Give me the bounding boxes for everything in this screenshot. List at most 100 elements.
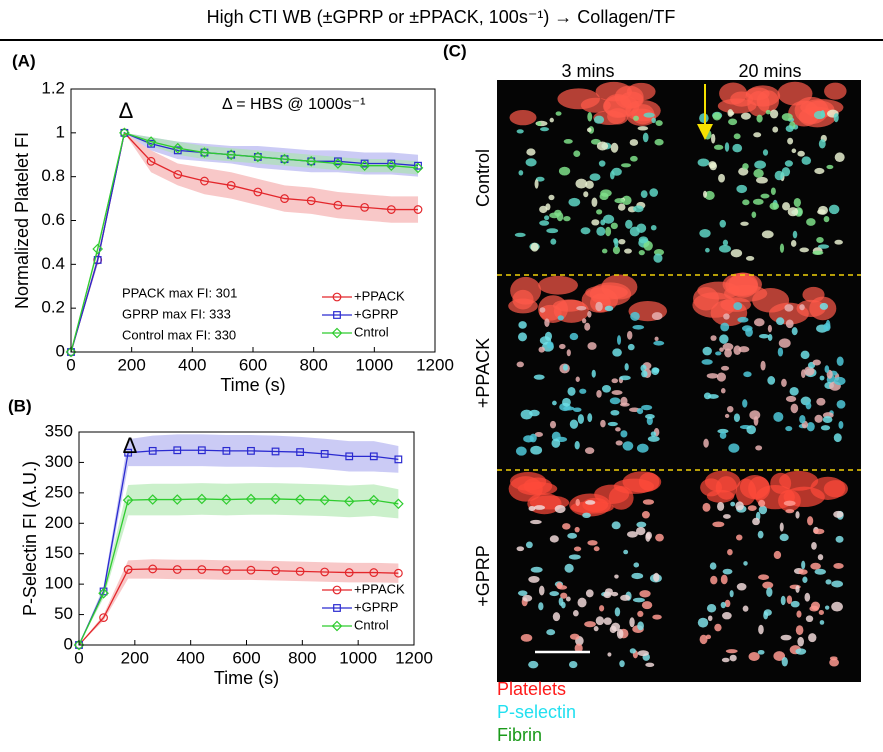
cell xyxy=(712,521,725,528)
marker xyxy=(414,161,422,170)
cell xyxy=(719,347,724,352)
cell xyxy=(752,198,764,205)
cell xyxy=(623,549,629,555)
cell xyxy=(631,572,644,580)
cell xyxy=(765,109,771,115)
cell xyxy=(763,611,769,620)
cell xyxy=(600,419,606,428)
cell xyxy=(580,227,591,235)
cell xyxy=(579,388,587,394)
cell-cluster xyxy=(706,489,735,503)
marker xyxy=(331,620,343,632)
cell xyxy=(729,590,734,598)
cell xyxy=(584,621,596,628)
marker xyxy=(332,292,342,302)
marker xyxy=(344,568,354,577)
cell xyxy=(720,601,726,609)
cell xyxy=(810,562,821,570)
cell xyxy=(777,347,784,357)
cell xyxy=(618,238,626,245)
cell xyxy=(587,413,593,423)
cell xyxy=(728,111,735,116)
cell xyxy=(707,615,713,622)
cell xyxy=(836,400,846,409)
cell xyxy=(653,572,660,582)
cell xyxy=(722,342,734,351)
cell xyxy=(789,387,799,396)
error-band xyxy=(79,483,399,645)
annotation: GPRP max FI: 333 xyxy=(122,306,231,321)
cell xyxy=(697,617,709,628)
cell xyxy=(801,369,806,379)
marker xyxy=(305,155,317,167)
marker xyxy=(387,159,396,168)
cell xyxy=(587,112,593,122)
cell xyxy=(529,433,537,443)
cell xyxy=(585,500,596,505)
cell xyxy=(647,435,660,442)
cell xyxy=(742,199,750,206)
y-tick-label: 0.4 xyxy=(41,254,65,273)
cell xyxy=(629,139,639,146)
cell xyxy=(779,533,789,542)
marker xyxy=(271,447,280,456)
marker xyxy=(98,587,109,599)
cell xyxy=(655,120,663,127)
cell xyxy=(791,327,798,336)
cell xyxy=(573,407,582,412)
cell xyxy=(641,404,653,411)
cell-cluster xyxy=(745,85,781,107)
cell xyxy=(755,445,763,451)
cell xyxy=(720,574,728,585)
cell xyxy=(621,195,632,206)
cell xyxy=(568,197,581,207)
cell xyxy=(802,576,808,583)
marker xyxy=(369,452,378,461)
x-axis-label: Time (s) xyxy=(214,668,279,688)
cell xyxy=(568,660,578,669)
cell xyxy=(599,192,609,201)
cell xyxy=(797,636,804,647)
cell xyxy=(561,601,566,609)
cell-cluster xyxy=(704,470,741,493)
y-tick-label: 1.2 xyxy=(41,78,65,97)
cell xyxy=(835,535,844,543)
cell xyxy=(772,126,779,133)
cell xyxy=(585,589,594,598)
marker xyxy=(345,452,354,461)
cell xyxy=(701,359,713,365)
cell xyxy=(539,205,548,214)
marker xyxy=(99,613,108,623)
cell xyxy=(724,348,732,358)
image-legend-label: Platelets xyxy=(497,679,566,699)
cell xyxy=(751,211,757,218)
cell xyxy=(560,592,568,599)
cell xyxy=(833,433,842,443)
cell xyxy=(587,311,592,318)
cell-cluster xyxy=(717,98,757,114)
cell xyxy=(516,361,524,368)
cell xyxy=(636,443,649,453)
cell xyxy=(784,160,793,167)
cell xyxy=(624,248,632,254)
cell xyxy=(610,591,619,597)
legend-label: Cntrol xyxy=(354,324,389,339)
marker xyxy=(359,160,370,172)
y-tick-label: 0 xyxy=(56,341,65,360)
cell xyxy=(574,643,583,653)
cell xyxy=(699,228,711,238)
marker xyxy=(122,494,134,506)
cell xyxy=(716,372,727,382)
marker xyxy=(294,494,306,505)
marker xyxy=(146,156,156,166)
cell xyxy=(619,660,625,668)
x-tick-label: 400 xyxy=(176,648,204,667)
cell xyxy=(799,414,806,424)
marker xyxy=(226,181,236,190)
cell xyxy=(770,187,776,195)
y-tick-label: 100 xyxy=(45,574,73,593)
cell xyxy=(654,336,659,342)
cell xyxy=(552,400,557,406)
cell xyxy=(526,148,536,156)
